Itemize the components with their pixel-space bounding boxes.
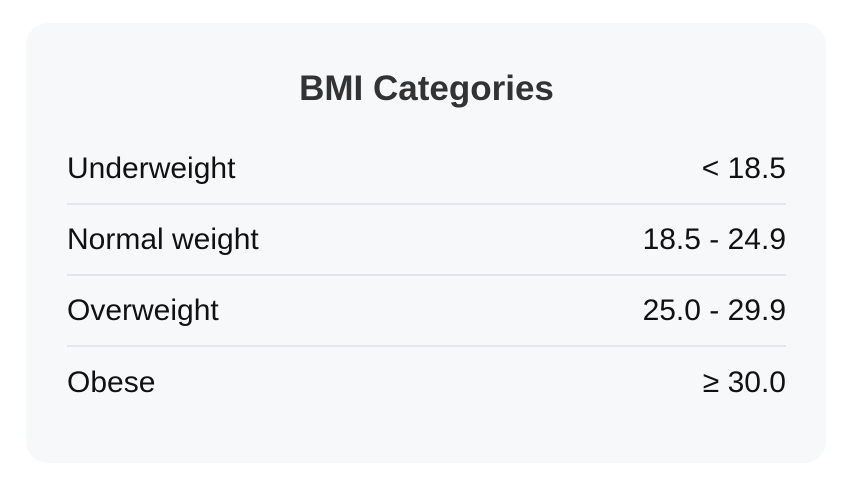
bmi-row-obese: Obese ≥ 30.0 [67,347,786,418]
bmi-row-overweight: Overweight 25.0 - 29.9 [67,276,786,347]
category-range: ≥ 30.0 [702,365,786,399]
bmi-category-list: Underweight < 18.5 Normal weight 18.5 - … [67,134,786,418]
category-label: Overweight [67,293,219,327]
bmi-row-underweight: Underweight < 18.5 [67,134,786,205]
category-label: Obese [67,365,156,399]
card-title: BMI Categories [299,69,554,108]
category-label: Normal weight [67,222,259,256]
category-range: 25.0 - 29.9 [642,293,786,327]
category-label: Underweight [67,151,236,185]
bmi-categories-card: BMI Categories Underweight < 18.5 Normal… [26,23,826,463]
category-range: 18.5 - 24.9 [642,222,786,256]
category-range: < 18.5 [701,151,786,185]
bmi-row-normal-weight: Normal weight 18.5 - 24.9 [67,205,786,276]
